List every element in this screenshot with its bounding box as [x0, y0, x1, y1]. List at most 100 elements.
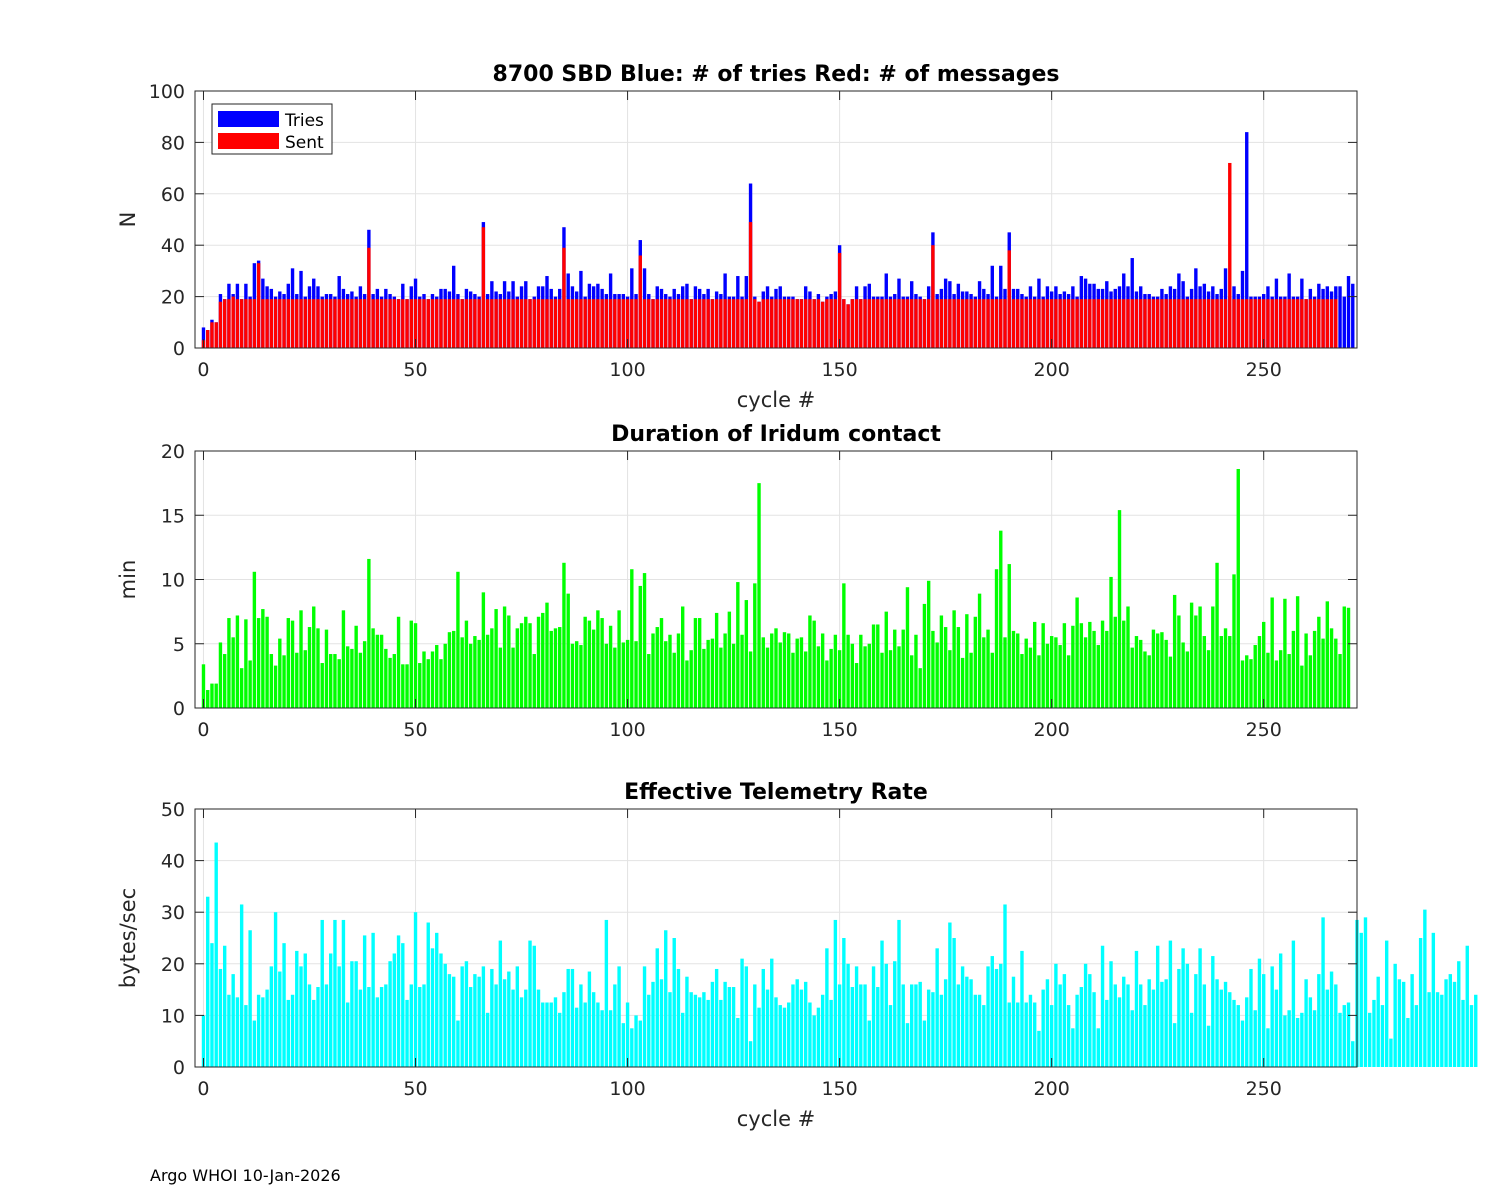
rate-bar-rate — [456, 1020, 460, 1067]
rate-bar-rate — [1143, 1005, 1147, 1067]
tries-bar-sent — [850, 299, 855, 348]
duration-bar-duration — [430, 651, 435, 708]
duration-bar-duration — [638, 585, 642, 708]
rate-bar-rate — [1325, 989, 1330, 1067]
tries-bar-sent — [943, 299, 948, 348]
tries-bar-sent — [638, 255, 642, 348]
duration-bar-duration — [939, 615, 944, 708]
tries-bar-sent — [825, 299, 829, 348]
tries-bar-sent — [290, 299, 295, 348]
duration-bar-duration — [545, 602, 549, 708]
tries-x-axis-label: cycle # — [737, 388, 816, 412]
duration-xtick-label: 50 — [403, 719, 427, 741]
rate-bar-rate — [999, 963, 1003, 1067]
rate-ytick-label: 10 — [161, 1005, 185, 1027]
tries-bar-sent — [1278, 299, 1283, 348]
rate-bar-rate — [1363, 917, 1368, 1067]
rate-bar-rate — [1092, 992, 1096, 1067]
rate-bar-rate — [727, 987, 732, 1067]
rate-bar-rate — [676, 968, 681, 1067]
tries-ytick-label: 60 — [161, 184, 185, 206]
tries-bar-sent — [918, 299, 922, 348]
rate-bar-rate — [1168, 940, 1173, 1067]
duration-bar-duration — [613, 647, 617, 708]
rate-bar-rate — [1304, 979, 1308, 1067]
duration-bar-duration — [787, 633, 791, 708]
duration-bar-duration — [295, 652, 299, 708]
rate-bar-rate — [935, 948, 939, 1067]
tries-bar-sent — [1020, 299, 1024, 348]
tries-bar-sent — [494, 299, 498, 348]
duration-bar-duration — [1109, 576, 1113, 708]
duration-bar-duration — [642, 573, 647, 708]
rate-bar-rate — [1291, 940, 1296, 1067]
rate-bar-rate — [1126, 984, 1130, 1067]
duration-bar-duration — [867, 643, 871, 708]
tries-bar-sent — [625, 299, 630, 348]
duration-bar-duration — [731, 643, 736, 708]
rate-bar-rate — [303, 953, 307, 1067]
duration-bar-duration — [490, 628, 494, 708]
rate-bar-rate — [757, 1007, 761, 1067]
rate-bar-rate — [829, 999, 833, 1067]
rate-bar-rate — [392, 953, 397, 1067]
tries-bar-sent — [702, 299, 706, 348]
tries-bar-sent — [371, 299, 375, 348]
duration-bar-duration — [502, 606, 507, 708]
tries-ytick-label: 80 — [161, 132, 185, 154]
rate-bar-rate — [884, 963, 888, 1067]
tries-bar-sent — [1245, 299, 1249, 348]
rate-bar-rate — [685, 976, 689, 1067]
duration-bar-duration — [727, 611, 732, 708]
duration-bar-duration — [532, 654, 536, 708]
tries-bar-sent — [1071, 299, 1075, 348]
rate-bar-rate — [1338, 1012, 1342, 1067]
rate-y-axis-label: bytes/sec — [116, 888, 140, 988]
duration-bar-duration — [1317, 616, 1321, 708]
duration-bar-duration — [1062, 623, 1067, 708]
duration-bar-duration — [519, 623, 524, 708]
tries-bar-sent — [1126, 299, 1130, 348]
duration-bar-duration — [884, 611, 888, 708]
tries-bar-sent — [1134, 299, 1139, 348]
duration-bar-duration — [388, 657, 392, 708]
tries-bar-sent — [761, 299, 765, 348]
tries-bar-sent — [1168, 299, 1173, 348]
duration-bar-duration — [1122, 620, 1126, 708]
duration-bar-duration — [1240, 660, 1245, 708]
rate-bar-rate — [502, 979, 507, 1067]
duration-bar-duration — [418, 663, 422, 708]
tries-bar-sent — [647, 299, 651, 348]
duration-bar-duration — [1334, 638, 1338, 708]
rate-bar-rate — [647, 994, 651, 1067]
duration-bar-duration — [846, 634, 850, 708]
rate-bar-rate — [477, 976, 481, 1067]
rate-bar-rate — [1253, 1010, 1257, 1067]
duration-bar-duration — [1257, 636, 1262, 708]
rate-bar-rate — [1232, 999, 1236, 1067]
rate-bar-rate — [231, 974, 235, 1067]
rate-bar-rate — [1359, 932, 1363, 1067]
rate-bar-rate — [222, 945, 227, 1067]
rate-bar-rate — [1109, 961, 1113, 1067]
rate-bar-rate — [842, 938, 846, 1067]
duration-bar-duration — [1228, 636, 1232, 708]
tries-bar-sent — [914, 299, 918, 348]
rate-bar-rate — [1376, 976, 1380, 1067]
duration-bar-duration — [596, 610, 600, 708]
duration-bar-duration — [600, 618, 604, 708]
tries-bar-sent — [316, 299, 320, 348]
duration-bar-duration — [1185, 651, 1190, 708]
duration-bar-duration — [803, 651, 808, 708]
rate-bar-rate — [1007, 1002, 1011, 1067]
duration-bar-duration — [1202, 636, 1207, 708]
tries-bar-sent — [583, 299, 587, 348]
rate-bar-rate — [846, 963, 850, 1067]
rate-bar-rate — [1393, 963, 1397, 1067]
tries-bar-sent — [1122, 299, 1126, 348]
duration-bar-duration — [244, 619, 248, 708]
rate-bar-rate — [443, 963, 447, 1067]
rate-bar-rate — [1020, 950, 1024, 1067]
rate-bar-rate — [570, 968, 575, 1067]
duration-xtick-label: 200 — [1034, 719, 1070, 741]
